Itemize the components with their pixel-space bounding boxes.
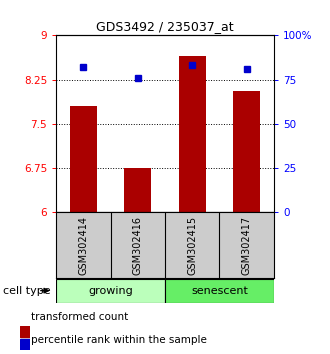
- Text: percentile rank within the sample: percentile rank within the sample: [31, 335, 207, 345]
- Text: cell type: cell type: [3, 286, 51, 296]
- Bar: [56, 279, 165, 303]
- Bar: [20, 339, 30, 350]
- Bar: [179, 56, 206, 212]
- Text: transformed count: transformed count: [31, 312, 129, 322]
- Bar: [20, 326, 30, 337]
- Text: senescent: senescent: [191, 286, 248, 296]
- Bar: [165, 279, 274, 303]
- Bar: [124, 168, 151, 212]
- Text: growing: growing: [88, 286, 133, 296]
- Bar: [70, 106, 97, 212]
- Text: GSM302414: GSM302414: [78, 216, 88, 275]
- Text: GSM302415: GSM302415: [187, 216, 197, 275]
- Title: GDS3492 / 235037_at: GDS3492 / 235037_at: [96, 20, 234, 33]
- Text: GSM302416: GSM302416: [133, 216, 143, 275]
- Text: GSM302417: GSM302417: [242, 216, 252, 275]
- Bar: [233, 91, 260, 212]
